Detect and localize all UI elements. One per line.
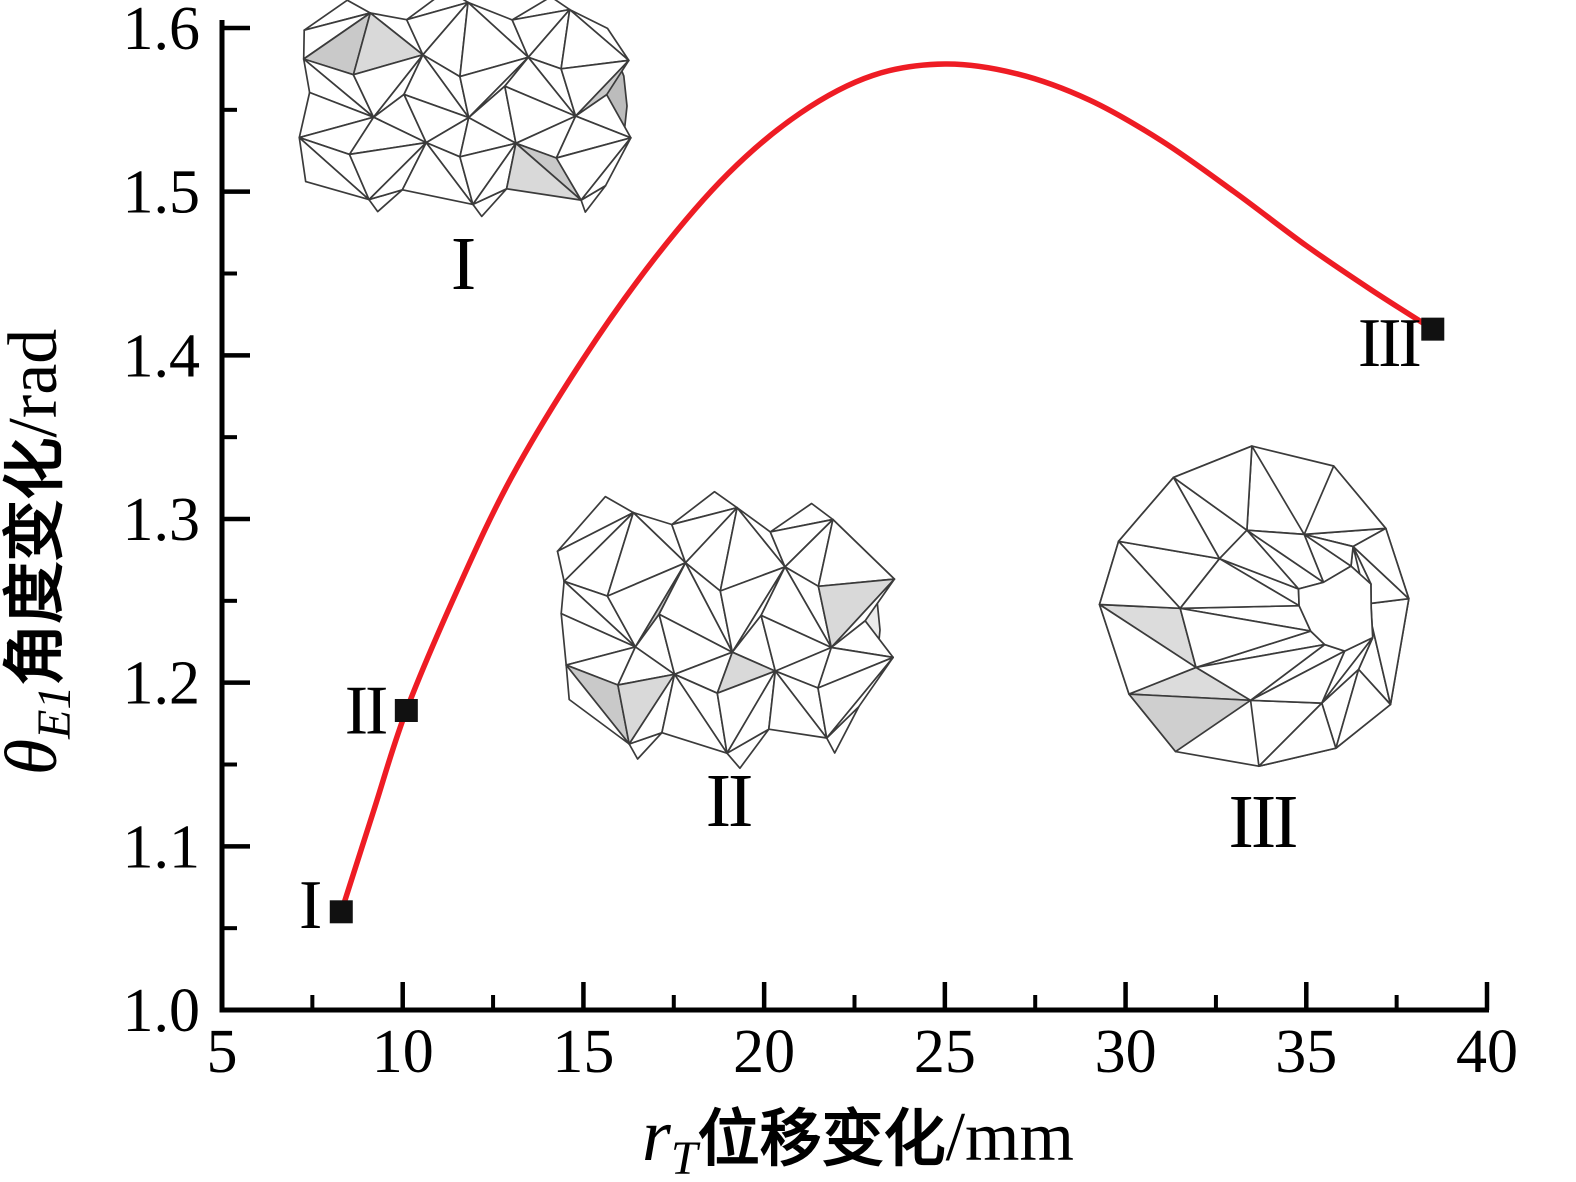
y-tick-label: 1.1: [123, 813, 201, 881]
origami-facet: [1246, 529, 1325, 584]
origami-inset-III: [1098, 445, 1410, 768]
origami-facet: [1195, 643, 1326, 702]
origami-facet: [1218, 529, 1300, 590]
data-point-label-I: I: [299, 867, 320, 944]
origami-facet: [580, 136, 632, 201]
y-title-text: 角度变化: [1, 438, 70, 686]
data-curve: [338, 61, 1436, 915]
origami-facet: [1179, 607, 1312, 669]
data-point-II: [394, 698, 418, 722]
y-tick-label: 1.0: [123, 977, 201, 1045]
origami-facet: [1098, 603, 1197, 695]
origami-facet: [401, 141, 474, 206]
y-tick-label: 1.6: [123, 0, 201, 63]
y-tick-label: 1.3: [123, 486, 201, 554]
y-title-variable: θ: [0, 739, 73, 775]
x-tick-label: 20: [733, 1018, 795, 1086]
origami-facet: [1128, 693, 1252, 753]
x-tick-label: 5: [207, 1018, 238, 1086]
origami-facet: [1249, 650, 1346, 704]
y-tick-label: 1.4: [123, 322, 201, 390]
x-tick-label: 10: [372, 1018, 434, 1086]
origami-facet: [505, 142, 582, 201]
origami-facet: [1098, 540, 1182, 610]
x-title-variable: r: [642, 1095, 672, 1177]
x-title-unit: /mm: [946, 1099, 1074, 1176]
inset-label-III: III: [1229, 780, 1297, 864]
inset-label-I: I: [451, 222, 474, 306]
origami-facet: [1172, 445, 1253, 532]
origami-facet: [298, 136, 370, 201]
origami-facet: [565, 664, 631, 745]
origami-facet: [1303, 465, 1387, 536]
x-tick-label: 30: [1095, 1018, 1157, 1086]
origami-facet: [1320, 636, 1374, 704]
origami-disc-hole: [1297, 565, 1374, 652]
y-title-subscript: E1: [28, 686, 81, 740]
x-title-text: 位移变化: [698, 1105, 946, 1174]
x-tick-label: 40: [1456, 1018, 1518, 1086]
axis-frame: [219, 20, 1489, 1013]
x-tick-label: 15: [552, 1018, 614, 1086]
data-point-III: [1421, 317, 1445, 341]
origami-inset-II: [556, 490, 896, 770]
x-title-subscript: T: [671, 1132, 701, 1182]
x-axis-title: rT位移变化/mm: [642, 1095, 1074, 1182]
data-point-I: [329, 900, 353, 924]
origami-facet: [767, 670, 828, 739]
y-title-unit: /rad: [0, 329, 72, 438]
y-axis-title: θE1角度变化/rad: [0, 329, 81, 776]
y-tick-label: 1.5: [123, 159, 201, 227]
origami-inset-I: [298, 0, 632, 218]
data-point-label-II: II: [345, 672, 386, 749]
y-tick-label: 1.2: [123, 650, 201, 718]
origami-facet: [1352, 527, 1410, 600]
origami-facet: [661, 673, 728, 755]
inset-label-II: II: [706, 759, 751, 843]
origami-facet: [1303, 533, 1354, 567]
origami-facet: [1179, 557, 1300, 610]
origami-facet: [560, 8, 630, 70]
x-tick-label: 25: [914, 1018, 976, 1086]
origami-facet: [1258, 702, 1337, 768]
data-point-label-III: III: [1358, 305, 1420, 382]
x-tick-label: 35: [1275, 1018, 1337, 1086]
origami-facet: [1117, 476, 1221, 560]
origami-facet: [825, 656, 894, 739]
origami-facet: [1335, 668, 1392, 750]
